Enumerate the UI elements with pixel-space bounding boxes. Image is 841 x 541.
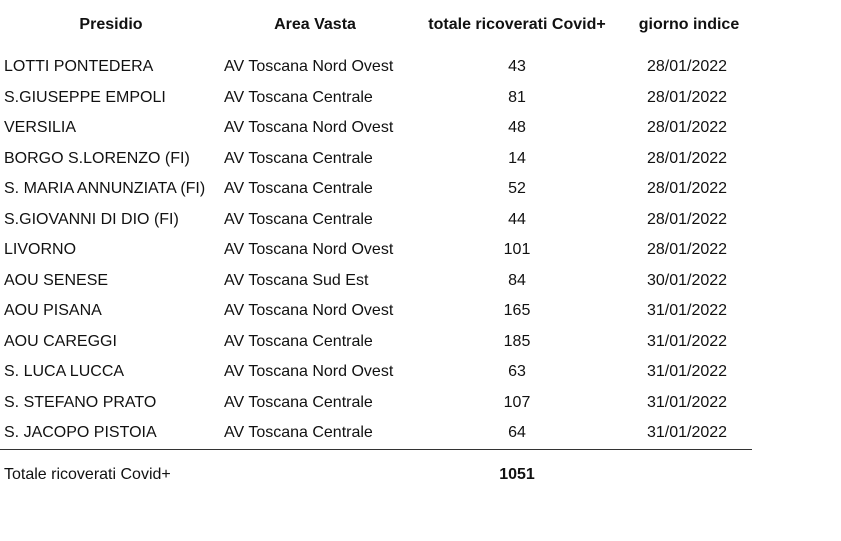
cell-totale: 48 (508, 119, 526, 136)
cell-area-vasta: AV Toscana Nord Ovest (224, 119, 394, 136)
cell-totale: 14 (508, 149, 526, 167)
cell-giorno: 31/01/2022 (646, 332, 728, 350)
table-body: LOTTI PONTEDERA AV Toscana Nord Ovest 43 28… (0, 52, 841, 449)
cell-totale: 165 (503, 302, 531, 319)
cell-area-vasta: AV Toscana Nord Ovest (224, 58, 394, 75)
cell-totale: 107 (503, 393, 531, 411)
cell-totale: 52 (508, 180, 526, 197)
table-row: LIVORNO AV Toscana Nord Ovest 101 28/01/202… (0, 235, 841, 266)
table-row: S. STEFANO PRATO AV Toscana Centrale 107 31… (0, 388, 841, 419)
cell-presidio: VERSILIA (4, 119, 77, 136)
cell-area-vasta: AV Toscana Centrale (224, 210, 373, 228)
cell-giorno: 28/01/2022 (646, 210, 728, 228)
cell-giorno: 31/01/2022 (646, 302, 728, 319)
total-row: Totale ricoverati Covid+ 1051 (0, 460, 841, 490)
table-row: S.GIOVANNI DI DIO (FI) AV Toscana Central… (0, 205, 841, 236)
header-totale-ricoverati: totale ricoverati Covid+ (428, 16, 606, 33)
cell-area-vasta: AV Toscana Nord Ovest (224, 363, 394, 380)
table-row: S.GIUSEPPE EMPOLI AV Toscana Centrale 81 28… (0, 83, 841, 114)
cell-area-vasta: AV Toscana Centrale (224, 332, 373, 350)
cell-presidio: S.GIOVANNI DI DIO (FI) (4, 210, 179, 228)
cell-presidio: S. LUCA LUCCA (4, 363, 125, 380)
cell-presidio: AOU CAREGGI (4, 332, 117, 350)
table-row: BORGO S.LORENZO (FI) AV Toscana Centrale 1… (0, 144, 841, 175)
cell-presidio: AOU PISANA (4, 302, 102, 319)
header-area-vasta: Area Vasta (274, 16, 356, 33)
table-row: S. JACOPO PISTOIA AV Toscana Centrale 64 31… (0, 418, 841, 449)
total-label: Totale ricoverati Covid+ (4, 466, 171, 483)
cell-totale: 101 (503, 241, 531, 258)
header-giorno-indice: giorno indice (638, 16, 740, 33)
cell-giorno: 31/01/2022 (646, 363, 728, 380)
cell-totale: 44 (508, 210, 526, 228)
cell-presidio: BORGO S.LORENZO (FI) (4, 149, 190, 167)
cell-giorno: 28/01/2022 (646, 88, 728, 106)
cell-area-vasta: AV Toscana Centrale (224, 180, 373, 197)
cell-giorno: 28/01/2022 (646, 119, 728, 136)
cell-giorno: 31/01/2022 (646, 424, 728, 441)
table-row: AOU PISANA AV Toscana Nord Ovest 165 31/01/… (0, 296, 841, 327)
cell-area-vasta: AV Toscana Centrale (224, 149, 373, 167)
table-row: LOTTI PONTEDERA AV Toscana Nord Ovest 43 28… (0, 52, 841, 83)
table-row: AOU CAREGGI AV Toscana Centrale 185 31/01/2… (0, 327, 841, 358)
cell-totale: 81 (508, 88, 526, 106)
header-presidio: Presidio (79, 16, 143, 33)
cell-area-vasta: AV Toscana Nord Ovest (224, 302, 394, 319)
cell-totale: 185 (503, 332, 531, 350)
cell-presidio: S.GIUSEPPE EMPOLI (4, 88, 166, 106)
cell-presidio: S. MARIA ANNUNZIATA (FI) (4, 180, 206, 197)
cell-presidio: LIVORNO (4, 241, 77, 258)
total-value: 1051 (499, 466, 535, 483)
cell-area-vasta: AV Toscana Centrale (224, 424, 373, 441)
cell-area-vasta: AV Toscana Centrale (224, 88, 373, 106)
cell-area-vasta: AV Toscana Sud Est (224, 271, 369, 289)
table-row: S. LUCA LUCCA AV Toscana Nord Ovest 63 31/0… (0, 357, 841, 388)
cell-area-vasta: AV Toscana Centrale (224, 393, 373, 411)
cell-giorno: 30/01/2022 (646, 271, 728, 289)
cell-area-vasta: AV Toscana Nord Ovest (224, 241, 394, 258)
total-divider (0, 449, 752, 450)
cell-giorno: 31/01/2022 (646, 393, 728, 411)
table-row: S. MARIA ANNUNZIATA (FI) AV Toscana Centr… (0, 174, 841, 205)
cell-totale: 64 (508, 424, 526, 441)
cell-presidio: AOU SENESE (4, 271, 109, 289)
cell-giorno: 28/01/2022 (646, 149, 728, 167)
table-row: AOU SENESE AV Toscana Sud Est 84 30/01/2022 (0, 266, 841, 297)
cell-giorno: 28/01/2022 (646, 241, 728, 258)
cell-totale: 43 (508, 58, 526, 75)
table-row: VERSILIA AV Toscana Nord Ovest 48 28/01/202… (0, 113, 841, 144)
cell-presidio: LOTTI PONTEDERA (4, 58, 154, 75)
cell-presidio: S. JACOPO PISTOIA (4, 424, 157, 441)
cell-giorno: 28/01/2022 (646, 58, 728, 75)
cell-totale: 84 (508, 271, 526, 289)
cell-giorno: 28/01/2022 (646, 180, 728, 197)
cell-presidio: S. STEFANO PRATO (4, 393, 157, 411)
cell-totale: 63 (508, 363, 526, 380)
